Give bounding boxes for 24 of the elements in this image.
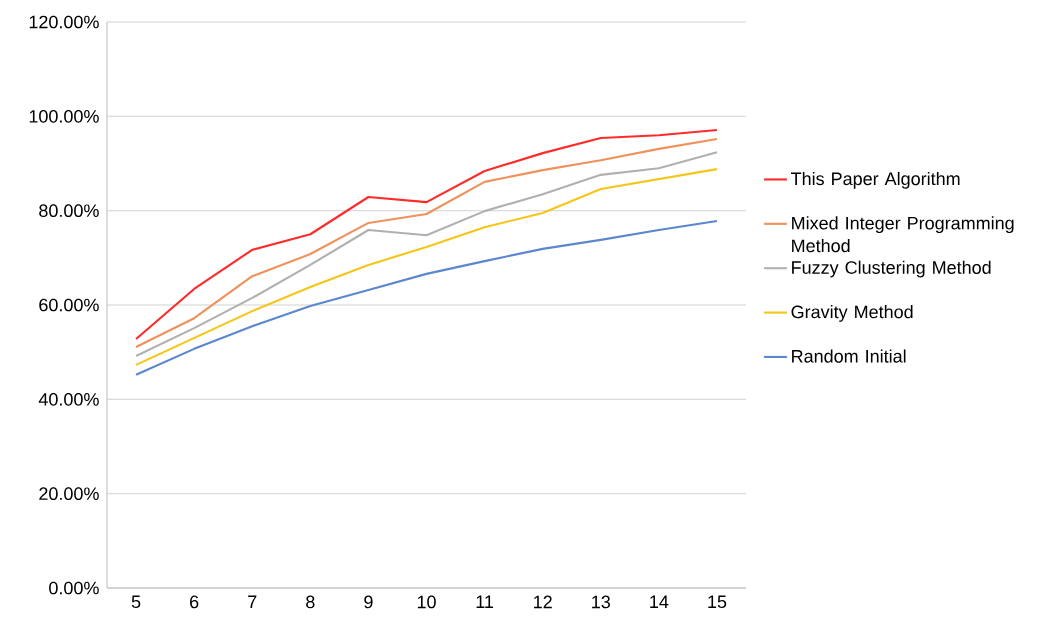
y-tick-label: 120.00% — [29, 15, 99, 29]
y-tick-label: 60.00% — [39, 298, 99, 312]
x-tick-label: 5 — [131, 595, 141, 609]
legend-label: Random Initial — [792, 349, 906, 363]
x-tick-label: 6 — [190, 595, 199, 609]
x-tick-label: 13 — [592, 595, 610, 609]
x-tick-label: 14 — [650, 595, 669, 608]
x-tick-label: 10 — [417, 595, 436, 609]
x-tick-label: 8 — [306, 595, 315, 609]
y-tick-label: 0.00% — [49, 581, 99, 595]
x-tick-label: 9 — [364, 595, 373, 609]
line-series — [134, 219, 719, 376]
legend-label: This Paper Algorithm — [791, 171, 960, 189]
x-tick-label: 7 — [248, 595, 257, 608]
y-tick-label: 40.00% — [38, 392, 99, 406]
y-tick-label: 80.00% — [39, 204, 99, 218]
y-tick-label: 100.00% — [29, 109, 99, 123]
legend-label: Fuzzy Clustering Method — [792, 260, 991, 278]
x-tick-label: 11 — [476, 595, 494, 608]
y-tick-label: 20.00% — [39, 487, 99, 501]
legend-label: Gravity Method — [791, 305, 913, 322]
x-tick-label: 15 — [708, 595, 727, 609]
x-tick-label: 12 — [534, 595, 552, 609]
legend-label: Mixed Integer Programming Method — [792, 216, 1014, 253]
